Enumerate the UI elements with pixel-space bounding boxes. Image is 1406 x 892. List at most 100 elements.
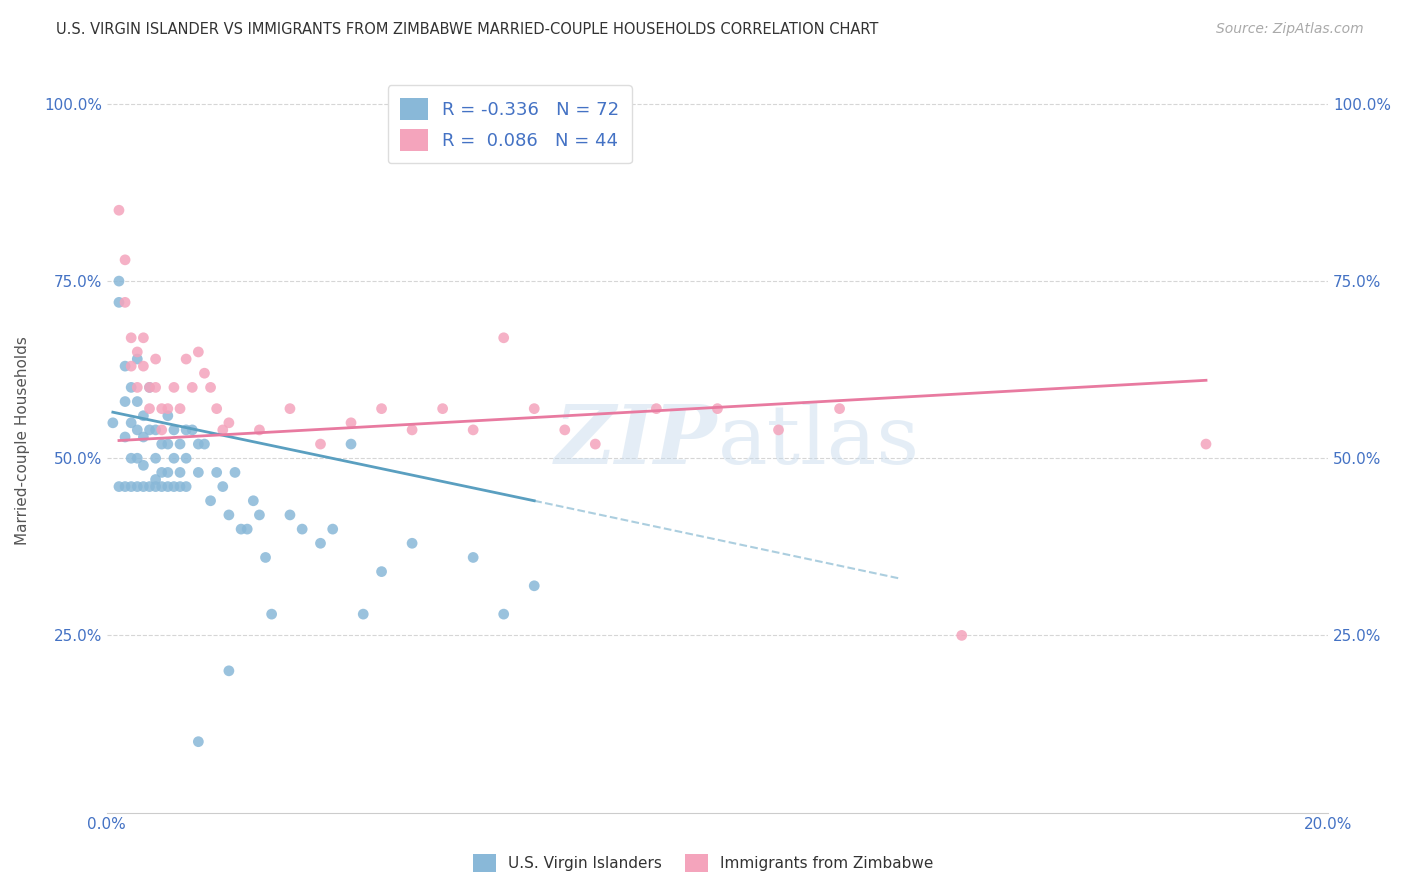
Point: [523, 579, 546, 593]
Point: [114, 394, 136, 409]
Point: [768, 423, 790, 437]
Point: [169, 437, 191, 451]
Point: [132, 480, 155, 494]
Point: [132, 359, 155, 373]
Point: [150, 480, 173, 494]
Point: [108, 480, 131, 494]
Point: [156, 409, 179, 423]
Point: [138, 380, 160, 394]
Point: [108, 295, 131, 310]
Point: [218, 416, 240, 430]
Point: [229, 522, 252, 536]
Point: [169, 466, 191, 480]
Point: [322, 522, 344, 536]
Point: [108, 203, 131, 218]
Point: [174, 451, 197, 466]
Point: [401, 423, 423, 437]
Point: [218, 664, 240, 678]
Point: [101, 416, 124, 430]
Point: [174, 423, 197, 437]
Point: [181, 423, 204, 437]
Point: [114, 359, 136, 373]
Point: [145, 473, 167, 487]
Point: [163, 380, 186, 394]
Point: [138, 423, 160, 437]
Point: [114, 480, 136, 494]
Point: [370, 401, 392, 416]
Point: [278, 401, 301, 416]
Point: [370, 565, 392, 579]
Point: [187, 437, 209, 451]
Point: [174, 352, 197, 367]
Point: [828, 401, 851, 416]
Point: [352, 607, 374, 621]
Point: [127, 394, 149, 409]
Point: [174, 480, 197, 494]
Point: [260, 607, 283, 621]
Point: [145, 480, 167, 494]
Point: [163, 423, 186, 437]
Point: [401, 536, 423, 550]
Point: [114, 430, 136, 444]
Point: [492, 607, 515, 621]
Point: [187, 345, 209, 359]
Point: [193, 366, 215, 380]
Text: ZIP: ZIP: [555, 401, 717, 481]
Point: [492, 331, 515, 345]
Point: [169, 401, 191, 416]
Legend: U.S. Virgin Islanders, Immigrants from Zimbabwe: U.S. Virgin Islanders, Immigrants from Z…: [465, 846, 941, 880]
Point: [156, 401, 179, 416]
Y-axis label: Married-couple Households: Married-couple Households: [15, 336, 30, 545]
Point: [127, 345, 149, 359]
Point: [132, 409, 155, 423]
Point: [145, 352, 167, 367]
Point: [236, 522, 259, 536]
Point: [254, 550, 277, 565]
Point: [120, 480, 142, 494]
Point: [432, 401, 454, 416]
Point: [163, 480, 186, 494]
Point: [554, 423, 576, 437]
Point: [127, 352, 149, 367]
Text: atlas: atlas: [717, 401, 920, 481]
Point: [187, 466, 209, 480]
Point: [127, 451, 149, 466]
Point: [583, 437, 606, 451]
Point: [145, 380, 167, 394]
Point: [150, 437, 173, 451]
Point: [120, 451, 142, 466]
Point: [156, 437, 179, 451]
Point: [138, 380, 160, 394]
Point: [138, 480, 160, 494]
Point: [169, 480, 191, 494]
Point: [193, 437, 215, 451]
Point: [309, 536, 332, 550]
Point: [150, 401, 173, 416]
Point: [211, 423, 233, 437]
Point: [249, 508, 271, 522]
Point: [138, 401, 160, 416]
Point: [463, 550, 485, 565]
Point: [309, 437, 332, 451]
Text: Source: ZipAtlas.com: Source: ZipAtlas.com: [1216, 22, 1364, 37]
Point: [120, 416, 142, 430]
Point: [127, 380, 149, 394]
Point: [218, 508, 240, 522]
Point: [181, 380, 204, 394]
Point: [224, 466, 246, 480]
Point: [132, 430, 155, 444]
Point: [145, 423, 167, 437]
Point: [211, 480, 233, 494]
Point: [156, 466, 179, 480]
Point: [150, 466, 173, 480]
Point: [108, 274, 131, 288]
Point: [145, 451, 167, 466]
Point: [1195, 437, 1218, 451]
Point: [523, 401, 546, 416]
Point: [163, 451, 186, 466]
Point: [706, 401, 728, 416]
Point: [114, 295, 136, 310]
Point: [291, 522, 314, 536]
Point: [242, 493, 264, 508]
Point: [200, 380, 222, 394]
